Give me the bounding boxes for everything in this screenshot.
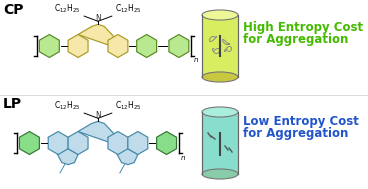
Ellipse shape [202, 107, 238, 117]
Text: N: N [95, 14, 101, 23]
Polygon shape [48, 132, 68, 154]
Text: Low Entropy Cost: Low Entropy Cost [243, 115, 359, 129]
Polygon shape [128, 132, 148, 154]
Text: n: n [181, 154, 185, 160]
Text: CP: CP [3, 3, 24, 17]
Text: High Entropy Cost: High Entropy Cost [243, 20, 363, 33]
Polygon shape [157, 132, 177, 154]
Bar [202, 15, 238, 77]
Polygon shape [108, 35, 128, 57]
Text: for Aggregation: for Aggregation [243, 128, 348, 140]
Ellipse shape [202, 169, 238, 179]
Polygon shape [68, 35, 88, 57]
Polygon shape [39, 35, 59, 57]
Polygon shape [78, 24, 128, 52]
Ellipse shape [202, 10, 238, 20]
Text: C$_{12}$H$_{25}$: C$_{12}$H$_{25}$ [54, 3, 81, 15]
Polygon shape [137, 35, 157, 57]
Polygon shape [68, 132, 88, 154]
Text: LP: LP [3, 97, 22, 111]
Polygon shape [20, 132, 39, 154]
Text: for Aggregation: for Aggregation [243, 33, 348, 46]
Polygon shape [78, 121, 128, 149]
Polygon shape [48, 137, 78, 165]
Text: C$_{12}$H$_{25}$: C$_{12}$H$_{25}$ [54, 100, 81, 112]
Text: C$_{12}$H$_{25}$: C$_{12}$H$_{25}$ [115, 100, 142, 112]
Text: n: n [193, 57, 198, 64]
Text: N: N [95, 111, 101, 120]
Polygon shape [169, 35, 189, 57]
Bar [202, 112, 238, 174]
Ellipse shape [202, 72, 238, 82]
Polygon shape [108, 132, 128, 154]
Text: C$_{12}$H$_{25}$: C$_{12}$H$_{25}$ [115, 3, 142, 15]
Polygon shape [108, 137, 138, 165]
